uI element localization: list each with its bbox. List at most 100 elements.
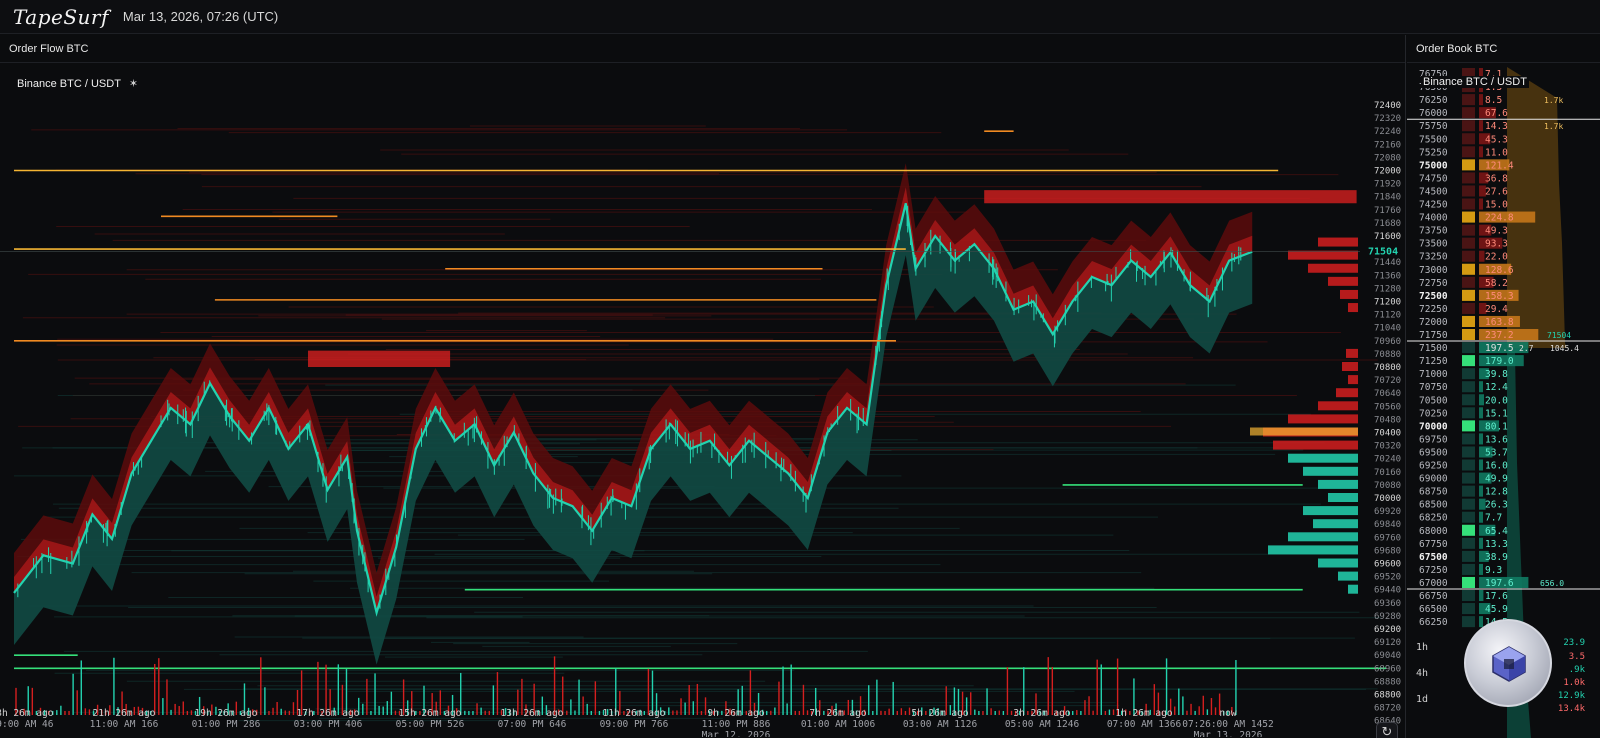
x-axis-tick: 11h 26m ago	[603, 708, 666, 719]
ob-price: 76250	[1419, 95, 1448, 106]
ob-size-bar	[1479, 198, 1483, 210]
y-axis-tick: 70160	[1374, 468, 1401, 478]
ob-size-square	[1462, 433, 1475, 445]
ob-price: 74250	[1419, 200, 1448, 211]
chart-title-row: Binance BTC / USDT ✶	[17, 77, 139, 91]
y-axis-tick: 69840	[1374, 520, 1401, 530]
ob-price: 66750	[1419, 591, 1448, 602]
bid-profile-bar	[1288, 453, 1358, 463]
ob-size-bar	[1479, 224, 1492, 236]
x-axis-tick: Mar 13, 2026	[1194, 730, 1263, 737]
ob-size-bar	[1479, 302, 1487, 314]
ob-size-bar	[1479, 146, 1483, 158]
ob-qty: 12.8	[1485, 487, 1508, 498]
ask-profile-bar	[1288, 250, 1358, 260]
current-price-box	[1364, 244, 1404, 258]
cube-icon	[1492, 646, 1526, 682]
timeframe-4h[interactable]: 4h	[1416, 668, 1429, 679]
ob-size-square	[1462, 289, 1475, 301]
y-axis-tick: 68880	[1374, 677, 1401, 687]
pin-icon[interactable]: ✶	[128, 78, 139, 90]
order-book-ladder[interactable]: 767507.1765001.5762508.57600067.67575014…	[1407, 63, 1600, 738]
ob-qty: 29.4	[1485, 304, 1508, 315]
ob-price: 71750	[1419, 330, 1448, 341]
x-axis-tick: 3h 26m ago	[1013, 708, 1070, 719]
ob-price: 74500	[1419, 186, 1448, 197]
ob-price: 72000	[1419, 317, 1448, 328]
ob-size-bar	[1479, 237, 1503, 249]
ob-size-square	[1462, 563, 1475, 575]
ob-size-bar	[1479, 537, 1483, 549]
ob-size-square	[1462, 498, 1475, 510]
timeframe-1d[interactable]: 1d	[1416, 694, 1429, 705]
y-axis-tick: 69440	[1374, 586, 1401, 596]
ob-size-bar	[1479, 159, 1510, 171]
y-axis-tick: 71040	[1374, 324, 1401, 334]
ob-size-square	[1462, 420, 1475, 432]
bid-heat-band	[14, 203, 1253, 665]
ob-price: 71500	[1419, 343, 1448, 354]
ob-qty: 49.3	[1485, 226, 1508, 237]
x-axis-tick: 11:00 PM 886	[702, 719, 771, 730]
y-axis-tick: 71680	[1374, 219, 1401, 229]
y-axis-tick: 69040	[1374, 651, 1401, 661]
ob-cumulative-label: 1.7k	[1544, 96, 1563, 105]
order-flow-heatmap[interactable]: 72400 72320 72240 72160 72080 72000 71920 71840…	[0, 65, 1405, 737]
y-axis-tick: 70080	[1374, 481, 1401, 491]
ob-qty: 14.3	[1485, 121, 1508, 132]
ob-price: 67750	[1419, 539, 1448, 550]
ob-size-bar	[1479, 329, 1539, 341]
ob-size-square	[1462, 250, 1475, 262]
ob-price: 69750	[1419, 434, 1448, 445]
ob-qty: 224.8	[1485, 213, 1514, 224]
ob-price: 67500	[1419, 552, 1448, 563]
ob-qty: 7.7	[1485, 513, 1502, 524]
y-axis-tick: 70960	[1374, 337, 1401, 347]
ob-price: 75750	[1419, 121, 1448, 132]
y-axis-tick: 69200	[1374, 625, 1401, 635]
ob-price: 69000	[1419, 474, 1448, 485]
timeframe-1h[interactable]: 1h	[1416, 642, 1429, 653]
ob-size-square	[1462, 576, 1475, 588]
app-logo[interactable]: TapeSurf	[13, 4, 109, 29]
bid-profile-bar	[1313, 519, 1358, 529]
ob-qty: 16.0	[1485, 461, 1508, 472]
y-axis-tick: 70640	[1374, 389, 1401, 399]
ob-size-bar	[1479, 563, 1483, 575]
order-flow-panel-title: Order Flow BTC	[0, 35, 1405, 63]
ob-size-square	[1462, 237, 1475, 249]
ob-size-square	[1462, 172, 1475, 184]
ob-cumulative-label: 1045.4	[1550, 344, 1579, 353]
ob-qty: 13.3	[1485, 539, 1508, 550]
ob-size-bar	[1479, 94, 1483, 106]
ob-side-value: 1.0k	[1563, 678, 1585, 688]
ob-size-bar	[1479, 342, 1529, 354]
ob-price: 66500	[1419, 604, 1448, 615]
ob-size-square	[1462, 511, 1475, 523]
ob-cumulative-label: 1.7k	[1544, 122, 1563, 131]
ask-profile-bar	[1348, 303, 1358, 313]
ob-price: 67250	[1419, 565, 1448, 576]
y-axis-tick: 72320	[1374, 114, 1401, 124]
ob-size-square	[1462, 159, 1475, 171]
ob-size-bar	[1479, 433, 1483, 445]
refresh-button[interactable]: ↻	[1376, 722, 1398, 738]
x-axis-tick: 1h 26m ago	[1115, 708, 1172, 719]
x-axis-tick: 05:00 AM 1246	[1005, 719, 1080, 730]
ob-qty: 128.6	[1485, 265, 1514, 276]
y-axis-tick: 69760	[1374, 533, 1401, 543]
current-price-label: 71504	[1368, 247, 1398, 258]
ob-price: 75000	[1419, 160, 1448, 171]
ob-size-bar	[1479, 107, 1496, 119]
ob-qty: 163.8	[1485, 317, 1514, 328]
y-axis-tick: 68640	[1374, 717, 1401, 727]
ob-size-bar	[1479, 616, 1483, 628]
ob-size-square	[1462, 302, 1475, 314]
y-axis-tick: 71120	[1374, 311, 1401, 321]
y-axis-tick: 70240	[1374, 455, 1401, 465]
ob-qty: 12.4	[1485, 382, 1508, 393]
ob-price: 72250	[1419, 304, 1448, 315]
bid-profile-bar	[1338, 571, 1358, 581]
ob-price: 71000	[1419, 369, 1448, 380]
ob-size-square	[1462, 120, 1475, 132]
